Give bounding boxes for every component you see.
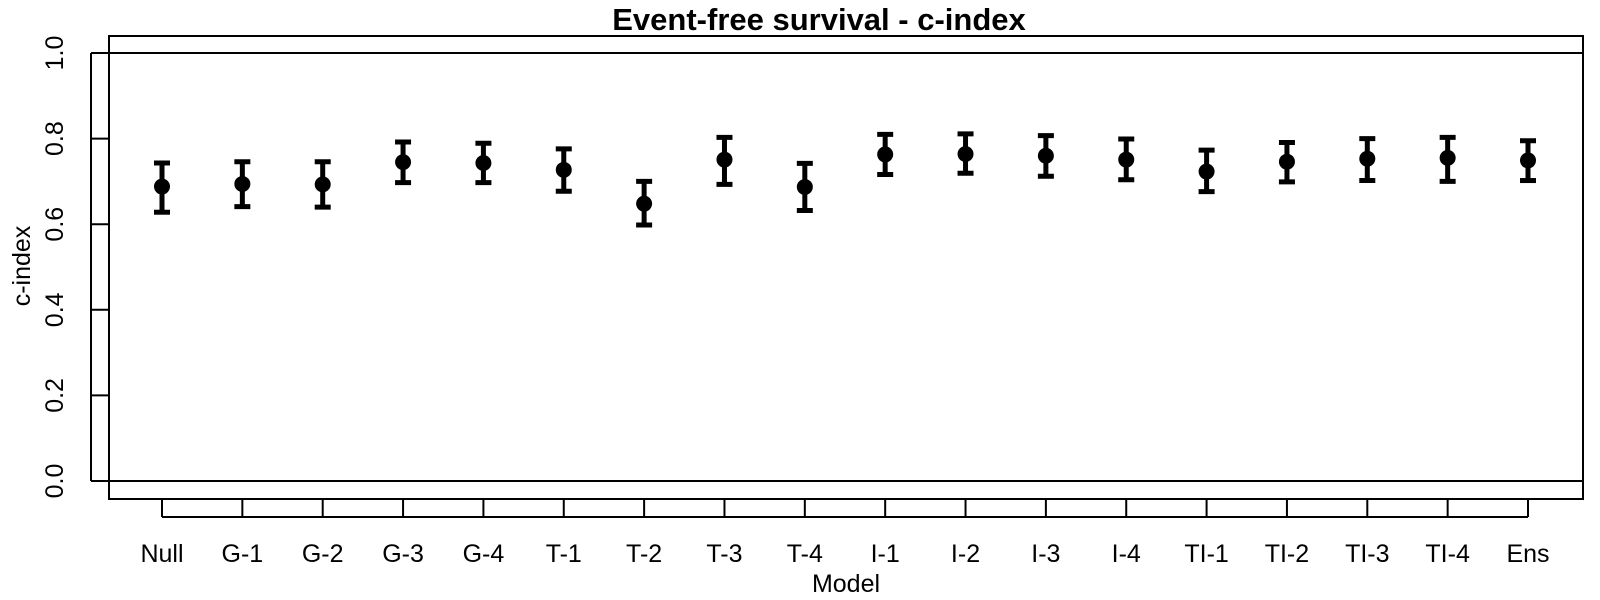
x-tick-label: T-1	[546, 540, 582, 568]
x-axis-label: Model	[812, 570, 880, 598]
data-point	[234, 175, 251, 192]
x-tick-label: TI-2	[1265, 540, 1309, 568]
x-tick-label: I-1	[871, 540, 900, 568]
data-point	[1359, 150, 1376, 167]
y-tick-label: 0.0	[41, 464, 69, 499]
data-point	[636, 195, 653, 212]
data-point	[395, 154, 412, 171]
data-point	[796, 178, 813, 195]
data-point	[475, 154, 492, 171]
y-tick-label: 1.0	[41, 36, 69, 71]
data-point	[1520, 152, 1536, 169]
plot-frame	[108, 35, 1584, 500]
x-tick-label: G-2	[302, 540, 344, 568]
chart-title: Event-free survival - c-index	[612, 2, 1026, 37]
data-point	[1198, 163, 1215, 180]
x-tick-label: T-4	[787, 540, 823, 568]
y-axis-label: c-index	[8, 225, 36, 306]
x-tick-label: T-2	[626, 540, 662, 568]
y-tick-label: 0.2	[41, 378, 69, 413]
data-point	[1278, 153, 1295, 170]
x-tick-label: I-4	[1112, 540, 1141, 568]
data-point	[877, 146, 894, 163]
x-tick-label: T-3	[706, 540, 742, 568]
x-tick-label: Null	[140, 540, 183, 568]
y-tick-label: 0.6	[41, 207, 69, 242]
x-tick-label: TI-4	[1425, 540, 1470, 568]
x-tick-label: TI-1	[1184, 540, 1228, 568]
data-point	[555, 161, 572, 178]
x-tick-label: I-2	[951, 540, 980, 568]
x-tick-label: G-1	[222, 540, 264, 568]
data-point	[314, 176, 331, 193]
x-tick-label: TI-3	[1345, 540, 1389, 568]
data-point	[716, 151, 733, 168]
x-tick-label: Ens	[1506, 540, 1549, 568]
data-point	[1439, 149, 1456, 166]
x-tick-label: G-4	[463, 540, 505, 568]
y-tick-label: 0.4	[41, 292, 69, 327]
data-point	[1118, 151, 1135, 168]
data-point	[1037, 147, 1054, 164]
y-tick-label: 0.8	[41, 121, 69, 156]
data-point	[957, 146, 974, 163]
data-point	[154, 178, 170, 195]
x-tick-label: G-3	[382, 540, 424, 568]
x-tick-label: I-3	[1031, 540, 1060, 568]
